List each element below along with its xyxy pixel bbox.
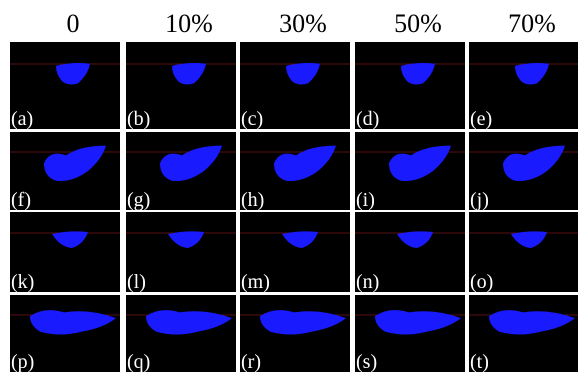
panel: (d)	[355, 42, 465, 130]
panel: (s)	[355, 295, 465, 372]
panel: (a)	[10, 42, 120, 130]
panel-label: (n)	[356, 271, 379, 293]
column-header: 10%	[165, 9, 213, 38]
column-header: 70%	[508, 9, 556, 38]
panel: (f)	[10, 132, 120, 211]
panel: (e)	[469, 42, 578, 130]
panel: (q)	[126, 295, 236, 372]
figure: 0 10% 30% 50% 70% (a) (b) (c) (d) (e) (f) (g) (h) (i)…	[0, 0, 578, 372]
panel: (c)	[240, 42, 350, 130]
panel-label: (s)	[356, 351, 377, 372]
panel-label: (e)	[470, 108, 492, 130]
panel-label: (c)	[241, 108, 263, 130]
column-header: 50%	[394, 9, 442, 38]
panel-label: (t)	[470, 351, 489, 372]
panel-label: (r)	[241, 351, 261, 372]
panel-label: (g)	[127, 189, 150, 211]
panel: (i)	[355, 132, 465, 211]
panel-label: (l)	[127, 271, 146, 293]
panel-label: (q)	[127, 351, 150, 372]
panel: (n)	[355, 212, 465, 293]
panel-label: (j)	[470, 189, 489, 211]
panel: (p)	[10, 295, 120, 372]
panel-label: (k)	[11, 271, 34, 293]
panel-label: (m)	[241, 271, 270, 293]
panel-label: (f)	[11, 189, 31, 211]
panel-label: (p)	[11, 351, 34, 372]
panel-label: (h)	[241, 189, 264, 211]
panel-label: (o)	[470, 271, 493, 293]
panel: (j)	[469, 132, 578, 211]
panel: (r)	[240, 295, 350, 372]
panel: (b)	[126, 42, 236, 130]
panel: (h)	[240, 132, 350, 211]
panel-label: (a)	[11, 108, 33, 130]
column-header: 0	[67, 9, 80, 38]
panel-label: (d)	[356, 108, 379, 130]
panel: (t)	[469, 295, 578, 372]
panel: (m)	[240, 212, 350, 293]
panel-label: (i)	[356, 189, 375, 211]
panel: (k)	[10, 212, 120, 293]
column-header: 30%	[279, 9, 327, 38]
panel: (g)	[126, 132, 236, 211]
panel: (l)	[126, 212, 236, 293]
panel-label: (b)	[127, 108, 150, 130]
panel: (o)	[469, 212, 578, 293]
